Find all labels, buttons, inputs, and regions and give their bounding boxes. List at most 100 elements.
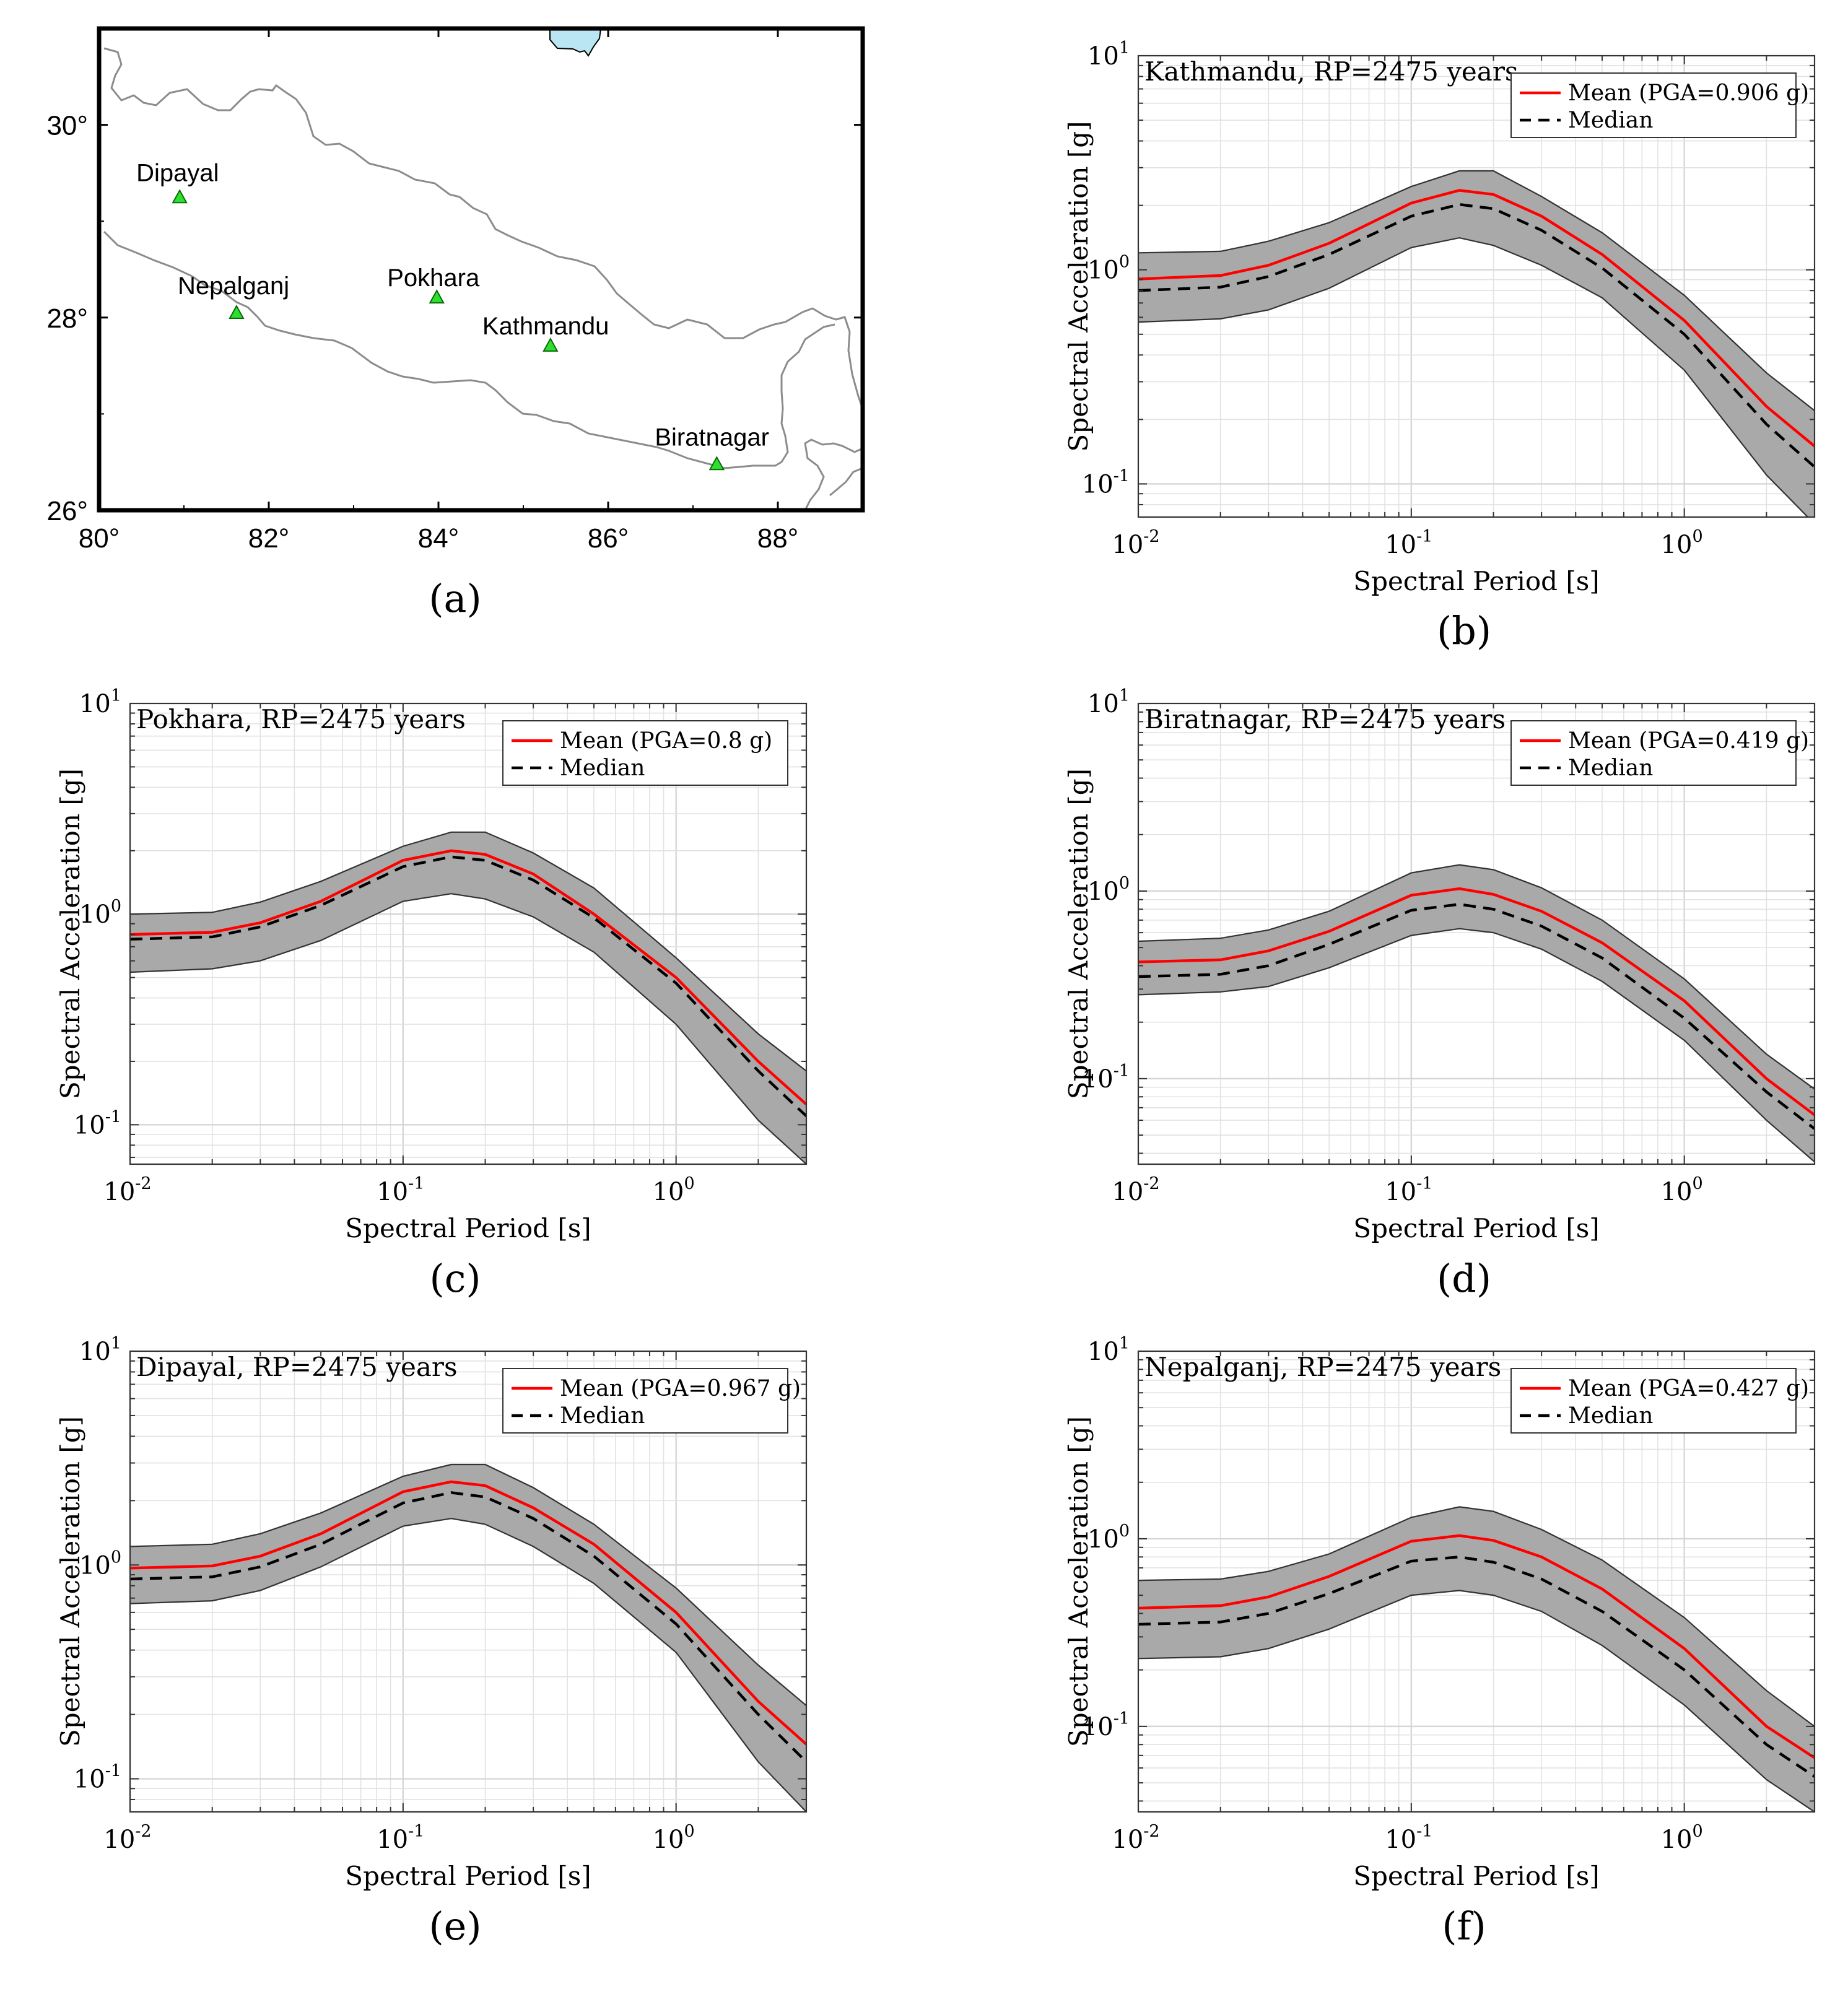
chart-c: 10-2 10-1 100 10-1 100 101 Spectral Period [s]…: [55, 686, 808, 1243]
tick-marks: [1138, 56, 1815, 518]
y-tick-label: 10-1: [74, 1762, 121, 1794]
x-axis-label: Spectral Period [s]: [345, 1861, 591, 1891]
legend-mean-label: Mean (PGA=0.427 g): [1568, 1376, 1809, 1401]
y-tick-label: 101: [1087, 686, 1130, 718]
border-nepal-south: [103, 230, 835, 469]
lower-bound-line: [130, 1518, 806, 1812]
y-tick-label: 101: [1087, 38, 1130, 71]
x-tick-label: 100: [1661, 1174, 1703, 1206]
y-tick-label: 101: [79, 686, 121, 718]
map-lon-tick-label: 88°: [757, 523, 799, 554]
x-tick-label: 100: [653, 1174, 695, 1206]
x-axis-label: Spectral Period [s]: [1353, 1861, 1599, 1891]
map-lat-tick-label: 26°: [46, 496, 88, 526]
confidence-band: [1138, 170, 1815, 517]
x-tick-label: 10-1: [377, 1174, 424, 1206]
y-tick-label: 10-1: [1082, 1061, 1130, 1094]
station-biratnagar: Biratnagar: [655, 424, 769, 471]
map-lat-tick-label: 30°: [46, 111, 88, 141]
map-lon-tick-label: 82°: [248, 523, 290, 554]
confidence-band: [130, 1465, 806, 1812]
legend: Mean (PGA=0.906 g)Median: [1510, 72, 1809, 138]
x-tick-label: 10-2: [1112, 1822, 1159, 1854]
upper-bound-line: [1138, 170, 1815, 411]
chart-f: 10-2 10-1 100 10-1 100 101 Spectral Period [s]…: [1063, 1334, 1816, 1891]
y-tick-label: 100: [79, 1547, 121, 1580]
panel-label-e: (e): [429, 1904, 481, 1949]
series-group: [130, 1463, 806, 1812]
y-axis-label: Spectral Acceleration [g]: [1063, 768, 1094, 1099]
station-kathmandu: Kathmandu: [482, 313, 609, 352]
tick-marks: [1138, 1351, 1815, 1812]
upper-bound-line: [130, 831, 806, 1072]
median-line: [1138, 1556, 1815, 1778]
x-tick-label: 100: [1661, 1822, 1703, 1854]
map-lon-tick-label: 86°: [588, 523, 629, 554]
mean-line: [1138, 1534, 1815, 1759]
map-ticks: 80° 82° 84° 86° 88° 30° 28° 26°: [46, 28, 863, 554]
series-group: [1138, 1506, 1815, 1812]
x-axis-label: Spectral Period [s]: [1353, 1213, 1599, 1243]
map-panel: 80° 82° 84° 86° 88° 30° 28° 26° Dipayal Nepalgan…: [46, 26, 865, 621]
legend: Mean (PGA=0.967 g)Median: [502, 1368, 801, 1434]
x-tick-label: 10-1: [377, 1822, 424, 1854]
chart-title: Kathmandu, RP=2475 years: [1144, 56, 1518, 87]
charts: 10-2 10-1 100 10-1 100 101 Spectral Period [s]…: [55, 38, 1816, 1891]
axes-frame: [1137, 1350, 1816, 1813]
y-axis-label: Spectral Acceleration [g]: [55, 768, 85, 1099]
tick-marks: [129, 1351, 807, 1813]
legend-mean-label: Mean (PGA=0.967 g): [560, 1376, 801, 1401]
median-line: [130, 1491, 806, 1763]
station-pokhara: Pokhara: [387, 264, 480, 304]
x-tick-label: 10-1: [1385, 527, 1432, 559]
median-line: [1138, 903, 1815, 1130]
series-group: [130, 831, 806, 1164]
lower-bound-line: [1138, 1590, 1815, 1812]
y-tick-label: 101: [1087, 1334, 1130, 1366]
legend-box: [1510, 1368, 1797, 1434]
panel-label-b: (b): [1437, 608, 1491, 653]
border-india-east: [804, 438, 863, 510]
y-axis-label: Spectral Acceleration [g]: [1063, 1416, 1094, 1747]
lake-water: [549, 28, 602, 57]
confidence-band: [130, 832, 806, 1164]
tick-marks: [1138, 703, 1815, 1164]
upper-bound-line: [130, 1463, 806, 1707]
map-lon-tick-label: 84°: [418, 523, 460, 554]
y-tick-label: 100: [1087, 1521, 1130, 1554]
mean-line: [1138, 189, 1815, 448]
x-axis-label: Spectral Period [s]: [1353, 566, 1599, 596]
axes-frame: [1137, 702, 1816, 1165]
border-india-east-2: [829, 467, 863, 497]
map-lon-tick-label: 80°: [79, 523, 120, 554]
x-tick-label: 100: [1661, 527, 1703, 559]
mean-line: [130, 849, 806, 1106]
map-background: [99, 28, 863, 510]
legend-box: [1510, 720, 1797, 786]
station-label: Kathmandu: [482, 313, 609, 340]
station-label: Biratnagar: [655, 424, 769, 451]
legend-median-label: Median: [560, 1403, 645, 1429]
panel-label-d: (d): [1437, 1256, 1491, 1301]
y-axis-label: Spectral Acceleration [g]: [55, 1416, 85, 1747]
legend-box: [502, 720, 788, 786]
tick-marks: [129, 703, 807, 1164]
station-triangle-icon: [229, 304, 245, 320]
station-triangle-icon: [429, 289, 445, 304]
y-tick-label: 100: [1087, 253, 1130, 285]
legend-median-label: Median: [1568, 108, 1653, 133]
x-tick-label: 10-2: [103, 1174, 151, 1206]
chart-title: Nepalganj, RP=2475 years: [1144, 1352, 1501, 1382]
mean-line: [1138, 887, 1815, 1116]
panel-label-a: (a): [429, 576, 481, 621]
median-line: [1138, 202, 1815, 468]
legend-median-label: Median: [560, 755, 645, 781]
panel-label-f: (f): [1442, 1904, 1486, 1949]
legend-box: [1510, 72, 1797, 138]
chart-title: Dipayal, RP=2475 years: [136, 1352, 458, 1382]
x-tick-label: 10-2: [1112, 1174, 1159, 1206]
y-tick-label: 10-1: [1082, 466, 1130, 498]
axes-frame: [129, 702, 808, 1165]
station-nepalganj: Nepalganj: [178, 272, 289, 320]
